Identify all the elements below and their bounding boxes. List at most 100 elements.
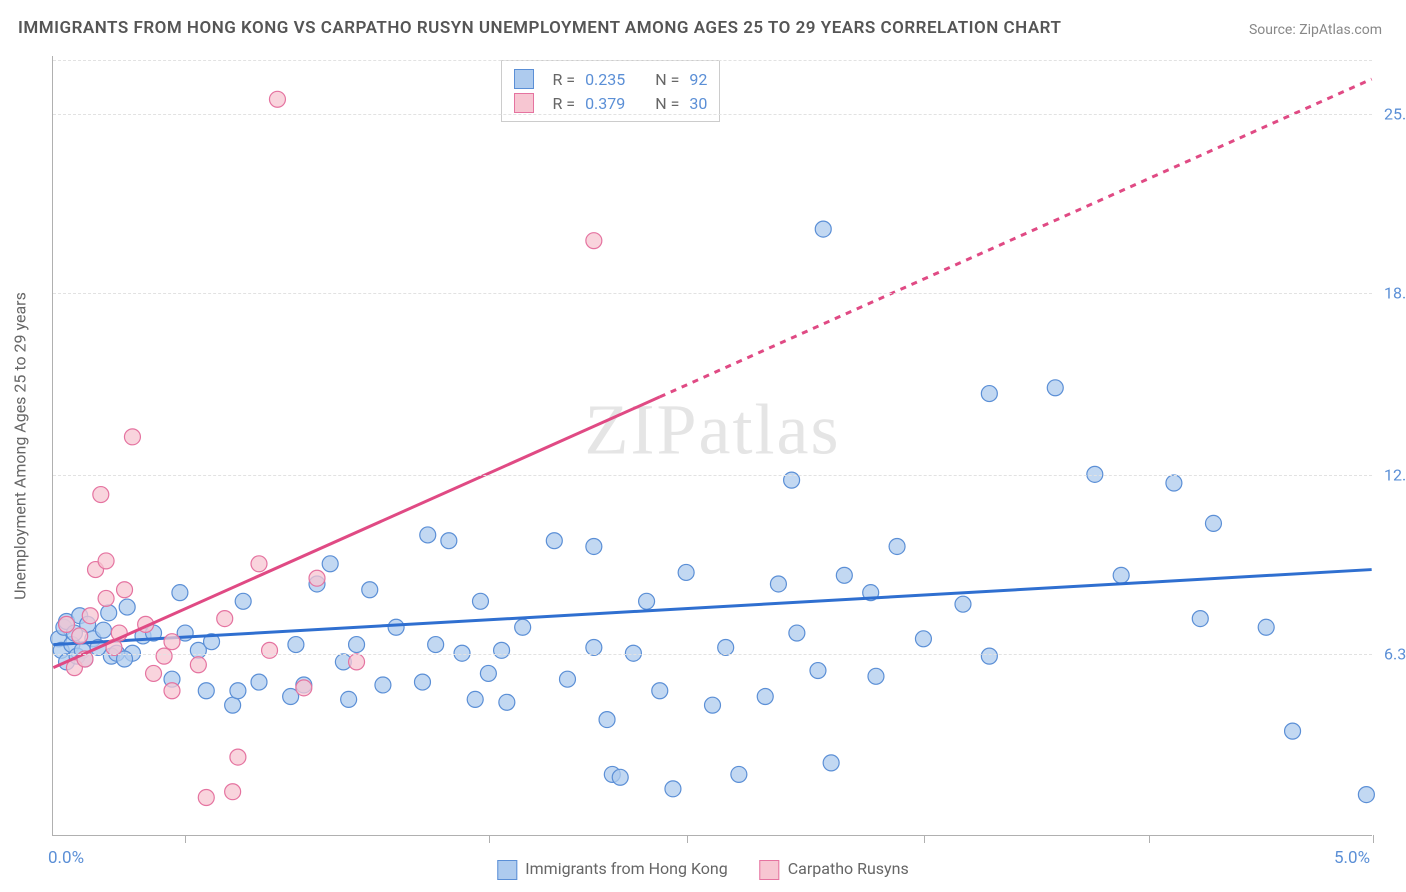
- n-value: 92: [689, 70, 707, 89]
- data-point: [1258, 619, 1274, 635]
- data-point: [198, 683, 214, 699]
- r-value: 0.379: [585, 94, 625, 113]
- data-point: [981, 386, 997, 402]
- data-point: [82, 608, 98, 624]
- source-attribution: Source: ZipAtlas.com: [1249, 22, 1382, 38]
- data-point: [639, 593, 655, 609]
- grid-line: [53, 654, 1372, 655]
- data-point: [225, 697, 241, 713]
- data-point: [955, 596, 971, 612]
- n-value: 30: [689, 94, 707, 113]
- grid-line: [53, 293, 1372, 294]
- data-point: [296, 680, 312, 696]
- data-point: [612, 769, 628, 785]
- plot-area: ZIPatlas R =0.235N =92R =0.379N =30 6.3%…: [52, 56, 1372, 836]
- data-point: [981, 648, 997, 664]
- data-point: [428, 637, 444, 653]
- grid-line: [53, 475, 1372, 476]
- data-point: [559, 671, 575, 687]
- x-tick: [924, 835, 925, 843]
- x-tick: [1373, 835, 1374, 843]
- data-point: [757, 689, 773, 705]
- data-point: [172, 585, 188, 601]
- y-tick-label: 25.0%: [1376, 104, 1406, 123]
- data-point: [586, 233, 602, 249]
- data-point: [124, 429, 140, 445]
- legend-swatch: [514, 69, 534, 89]
- r-value: 0.235: [585, 70, 625, 89]
- series-legend: Immigrants from Hong KongCarpatho Rusyns: [497, 859, 908, 880]
- data-point: [269, 91, 285, 107]
- data-point: [472, 593, 488, 609]
- data-point: [119, 599, 135, 615]
- data-point: [414, 674, 430, 690]
- n-label: N =: [655, 70, 679, 89]
- data-point: [288, 637, 304, 653]
- n-label: N =: [655, 94, 679, 113]
- data-point: [1192, 611, 1208, 627]
- data-point: [225, 784, 241, 800]
- data-point: [230, 683, 246, 699]
- data-point: [494, 642, 510, 658]
- y-tick-label: 18.8%: [1376, 283, 1406, 302]
- data-point: [599, 712, 615, 728]
- data-point: [156, 648, 172, 664]
- data-point: [467, 691, 483, 707]
- stats-legend: R =0.235N =92R =0.379N =30: [501, 60, 720, 122]
- grid-line: [53, 60, 1372, 61]
- x-tick: [1149, 835, 1150, 843]
- y-axis-title: Unemployment Among Ages 25 to 29 years: [11, 292, 30, 600]
- stats-legend-row: R =0.235N =92: [514, 67, 707, 91]
- data-point: [546, 533, 562, 549]
- data-point: [146, 665, 162, 681]
- data-point: [349, 654, 365, 670]
- data-point: [230, 749, 246, 765]
- data-point: [93, 487, 109, 503]
- data-point: [868, 668, 884, 684]
- data-point: [1113, 567, 1129, 583]
- data-point: [499, 694, 515, 710]
- y-tick-label: 6.3%: [1376, 645, 1406, 664]
- data-point: [1285, 723, 1301, 739]
- x-axis-max-label: 5.0%: [1334, 848, 1370, 868]
- y-tick-label: 12.5%: [1376, 465, 1406, 484]
- data-point: [1166, 475, 1182, 491]
- data-point: [217, 611, 233, 627]
- data-point: [731, 766, 747, 782]
- data-point: [362, 582, 378, 598]
- legend-swatch: [514, 93, 534, 113]
- scatter-svg: [53, 56, 1372, 835]
- data-point: [164, 683, 180, 699]
- data-point: [815, 221, 831, 237]
- data-point: [98, 590, 114, 606]
- data-point: [95, 622, 111, 638]
- data-point: [789, 625, 805, 641]
- data-point: [164, 634, 180, 650]
- data-point: [810, 663, 826, 679]
- data-point: [72, 628, 88, 644]
- data-point: [652, 683, 668, 699]
- legend-swatch: [497, 860, 517, 880]
- data-point: [1358, 787, 1374, 803]
- legend-label: Carpatho Rusyns: [788, 859, 909, 878]
- data-point: [235, 593, 251, 609]
- data-point: [375, 677, 391, 693]
- data-point: [480, 665, 496, 681]
- x-axis-min-label: 0.0%: [48, 848, 84, 868]
- data-point: [678, 564, 694, 580]
- data-point: [98, 553, 114, 569]
- data-point: [441, 533, 457, 549]
- data-point: [515, 619, 531, 635]
- r-label: R =: [552, 94, 575, 113]
- data-point: [1205, 515, 1221, 531]
- data-point: [117, 582, 133, 598]
- data-point: [586, 538, 602, 554]
- data-point: [341, 691, 357, 707]
- data-point: [59, 616, 75, 632]
- data-point: [420, 527, 436, 543]
- data-point: [101, 605, 117, 621]
- legend-item: Carpatho Rusyns: [760, 859, 909, 880]
- data-point: [915, 631, 931, 647]
- data-point: [823, 755, 839, 771]
- data-point: [251, 556, 267, 572]
